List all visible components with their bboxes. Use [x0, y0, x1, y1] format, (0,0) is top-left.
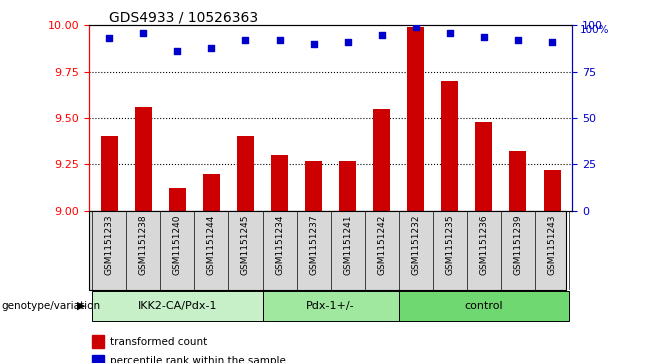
Text: GSM1151244: GSM1151244: [207, 215, 216, 275]
Point: [376, 32, 387, 38]
Text: GSM1151232: GSM1151232: [411, 215, 420, 275]
Point: [104, 36, 114, 41]
Point: [206, 45, 216, 50]
Point: [478, 34, 489, 40]
Text: GSM1151233: GSM1151233: [105, 215, 114, 275]
Text: GSM1151235: GSM1151235: [445, 215, 455, 275]
Text: GSM1151241: GSM1151241: [343, 215, 352, 275]
Bar: [101, 136, 118, 211]
Bar: [544, 170, 561, 211]
Point: [445, 30, 455, 36]
Bar: [237, 136, 254, 211]
Bar: [373, 109, 390, 211]
Text: GSM1151236: GSM1151236: [480, 215, 488, 275]
FancyBboxPatch shape: [263, 291, 399, 321]
Text: GDS4933 / 10526363: GDS4933 / 10526363: [109, 11, 258, 25]
FancyBboxPatch shape: [92, 291, 263, 321]
Text: GSM1151245: GSM1151245: [241, 215, 250, 275]
Bar: [92, 355, 105, 363]
Point: [411, 24, 421, 30]
Text: Pdx-1+/-: Pdx-1+/-: [307, 301, 355, 311]
Text: GSM1151240: GSM1151240: [173, 215, 182, 275]
Bar: [203, 174, 220, 211]
Text: GSM1151242: GSM1151242: [377, 215, 386, 275]
Bar: [407, 27, 424, 211]
Bar: [92, 335, 105, 348]
Point: [513, 37, 523, 43]
Text: percentile rank within the sample: percentile rank within the sample: [110, 356, 286, 363]
Text: GSM1151238: GSM1151238: [139, 215, 148, 275]
Point: [172, 48, 183, 54]
Text: genotype/variation: genotype/variation: [1, 301, 101, 311]
Bar: [271, 155, 288, 211]
Text: GSM1151234: GSM1151234: [275, 215, 284, 275]
Text: transformed count: transformed count: [110, 337, 207, 347]
Bar: [339, 160, 356, 211]
Bar: [442, 81, 459, 211]
FancyBboxPatch shape: [399, 291, 569, 321]
Text: GSM1151243: GSM1151243: [547, 215, 557, 275]
Text: control: control: [465, 301, 503, 311]
Point: [547, 39, 557, 45]
Point: [309, 41, 319, 47]
Point: [240, 37, 251, 43]
Text: GSM1151239: GSM1151239: [513, 215, 522, 275]
Text: GSM1151237: GSM1151237: [309, 215, 318, 275]
Text: ▶: ▶: [77, 301, 86, 311]
Point: [342, 39, 353, 45]
Bar: [135, 107, 152, 211]
Point: [138, 30, 149, 36]
Point: [274, 37, 285, 43]
Bar: [169, 188, 186, 211]
Bar: [509, 151, 526, 211]
Bar: [305, 160, 322, 211]
Bar: [475, 122, 492, 211]
Text: IKK2-CA/Pdx-1: IKK2-CA/Pdx-1: [138, 301, 217, 311]
Text: 100%: 100%: [580, 25, 609, 36]
